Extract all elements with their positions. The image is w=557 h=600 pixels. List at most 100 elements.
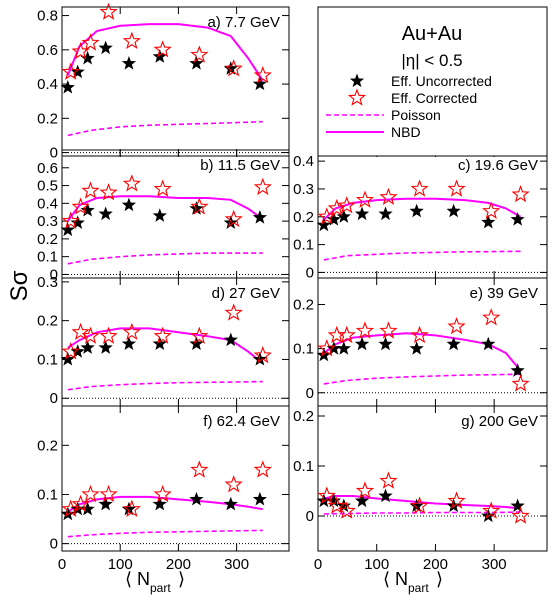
marker-uncorrected bbox=[98, 206, 113, 221]
marker-corrected bbox=[253, 460, 272, 478]
marker-uncorrected bbox=[316, 493, 331, 508]
marker-uncorrected bbox=[481, 508, 496, 523]
marker-corrected bbox=[61, 499, 80, 517]
marker-uncorrected bbox=[354, 336, 370, 351]
y-tick-label: 0.1 bbox=[37, 249, 58, 266]
marker-corrected bbox=[71, 197, 90, 215]
marker-corrected bbox=[337, 325, 356, 344]
panel-label: f) 62.4 GeV bbox=[203, 413, 280, 430]
marker-uncorrected bbox=[80, 50, 95, 65]
marker-uncorrected bbox=[189, 56, 204, 70]
marker-corrected bbox=[81, 181, 100, 199]
marker-corrected bbox=[224, 303, 243, 321]
panel-4: 0 0.1 0.2 0.3 d) 27 GeV bbox=[37, 274, 290, 407]
marker-uncorrected bbox=[80, 202, 95, 217]
y-tick-label: 0.6 bbox=[37, 160, 58, 177]
marker-uncorrected bbox=[121, 56, 137, 70]
panel-7: 0 0.1 0.2 0 100 200 300 g) 200 GeV bbox=[293, 405, 548, 573]
curve-poisson bbox=[323, 250, 521, 261]
x-axis-title-sub: part bbox=[408, 581, 429, 595]
y-tick-label: 0.1 bbox=[293, 458, 314, 475]
marker-uncorrected bbox=[316, 217, 331, 232]
marker-uncorrected bbox=[98, 340, 113, 354]
x-tick-label: 300 bbox=[482, 556, 507, 573]
legend-entry: Poisson bbox=[326, 107, 441, 123]
marker-uncorrected bbox=[326, 212, 341, 226]
marker-corrected bbox=[447, 179, 466, 197]
marker-uncorrected bbox=[252, 351, 268, 366]
marker-corrected bbox=[317, 339, 336, 357]
marker-uncorrected bbox=[98, 40, 113, 55]
legend-subtitle: |η| < 0.5 bbox=[401, 51, 462, 70]
x-axis-title-main: ⟨ N bbox=[125, 569, 150, 589]
legend-entry: Eff. Corrected bbox=[347, 88, 477, 106]
marker-corrected bbox=[99, 183, 118, 201]
y-tick-label: 0.2 bbox=[37, 437, 58, 454]
y-tick-label: 0.2 bbox=[293, 408, 314, 425]
legend-label: NBD bbox=[391, 124, 421, 140]
marker-uncorrected bbox=[70, 64, 85, 79]
marker-uncorrected bbox=[378, 336, 393, 351]
y-tick-label: 0.2 bbox=[37, 313, 58, 330]
marker-corrected bbox=[410, 179, 429, 197]
marker-uncorrected bbox=[121, 501, 137, 516]
marker-corrected bbox=[410, 325, 429, 344]
x-tick-label: 0 bbox=[58, 556, 66, 573]
legend-label: Eff. Uncorrected bbox=[391, 73, 492, 89]
marker-corrected bbox=[71, 322, 90, 341]
marker-uncorrected bbox=[409, 498, 424, 513]
marker-uncorrected bbox=[70, 215, 85, 229]
y-tick-label: 0.4 bbox=[37, 195, 58, 212]
y-tick-label: 0.1 bbox=[37, 351, 58, 368]
marker-uncorrected bbox=[336, 341, 351, 355]
y-tick-label: 0.3 bbox=[37, 213, 58, 230]
marker-corrected bbox=[447, 491, 466, 509]
marker-uncorrected bbox=[60, 79, 75, 94]
marker-uncorrected bbox=[252, 491, 268, 506]
panel-5: 0 0.1 0.2 e) 39 GeV bbox=[293, 277, 548, 407]
marker-uncorrected bbox=[378, 206, 393, 221]
marker-uncorrected bbox=[409, 203, 424, 218]
legend-label: Poisson bbox=[391, 107, 441, 123]
marker-uncorrected bbox=[446, 498, 461, 513]
y-tick-label: 0.3 bbox=[293, 181, 314, 198]
y-tick-label: 0.2 bbox=[37, 231, 58, 248]
svg-text:⟨ N: ⟨ N bbox=[125, 569, 150, 589]
plot-frame bbox=[61, 6, 290, 157]
marker-corrected bbox=[190, 45, 209, 63]
marker-corrected bbox=[99, 484, 118, 503]
marker-uncorrected bbox=[481, 336, 496, 351]
marker-corrected bbox=[379, 187, 398, 206]
marker-corrected bbox=[99, 326, 118, 344]
legend-marker bbox=[349, 73, 365, 88]
panel-2: 00.10.20.30.40.50.6 b) 11.5 GeV bbox=[37, 149, 290, 283]
marker-uncorrected bbox=[189, 491, 204, 506]
legend-entry: NBD bbox=[326, 124, 421, 140]
marker-uncorrected bbox=[223, 332, 238, 347]
marker-uncorrected bbox=[378, 488, 393, 503]
x-tick-label: 300 bbox=[224, 556, 249, 573]
marker-corrected bbox=[379, 321, 398, 339]
curve-poisson bbox=[67, 120, 263, 137]
marker-uncorrected bbox=[354, 206, 370, 221]
y-tick-label: 0.4 bbox=[37, 76, 58, 93]
marker-corrected bbox=[355, 481, 375, 499]
y-tick-label: 0.1 bbox=[37, 486, 58, 503]
legend-marker bbox=[347, 88, 367, 106]
plot-frame bbox=[61, 405, 290, 552]
marker-corrected bbox=[511, 506, 530, 524]
x-axis-title-close: ⟩ bbox=[178, 569, 185, 589]
plot-frame bbox=[317, 405, 548, 552]
marker-corrected bbox=[61, 342, 80, 360]
marker-uncorrected bbox=[121, 197, 137, 212]
marker-corrected bbox=[99, 2, 118, 20]
y-tick-label: 0.6 bbox=[37, 42, 58, 59]
y-tick-label: 0.2 bbox=[293, 296, 314, 313]
marker-corrected bbox=[81, 326, 100, 344]
marker-corrected bbox=[190, 197, 209, 215]
y-tick-label: 0.3 bbox=[37, 274, 58, 291]
marker-corrected bbox=[482, 308, 501, 326]
